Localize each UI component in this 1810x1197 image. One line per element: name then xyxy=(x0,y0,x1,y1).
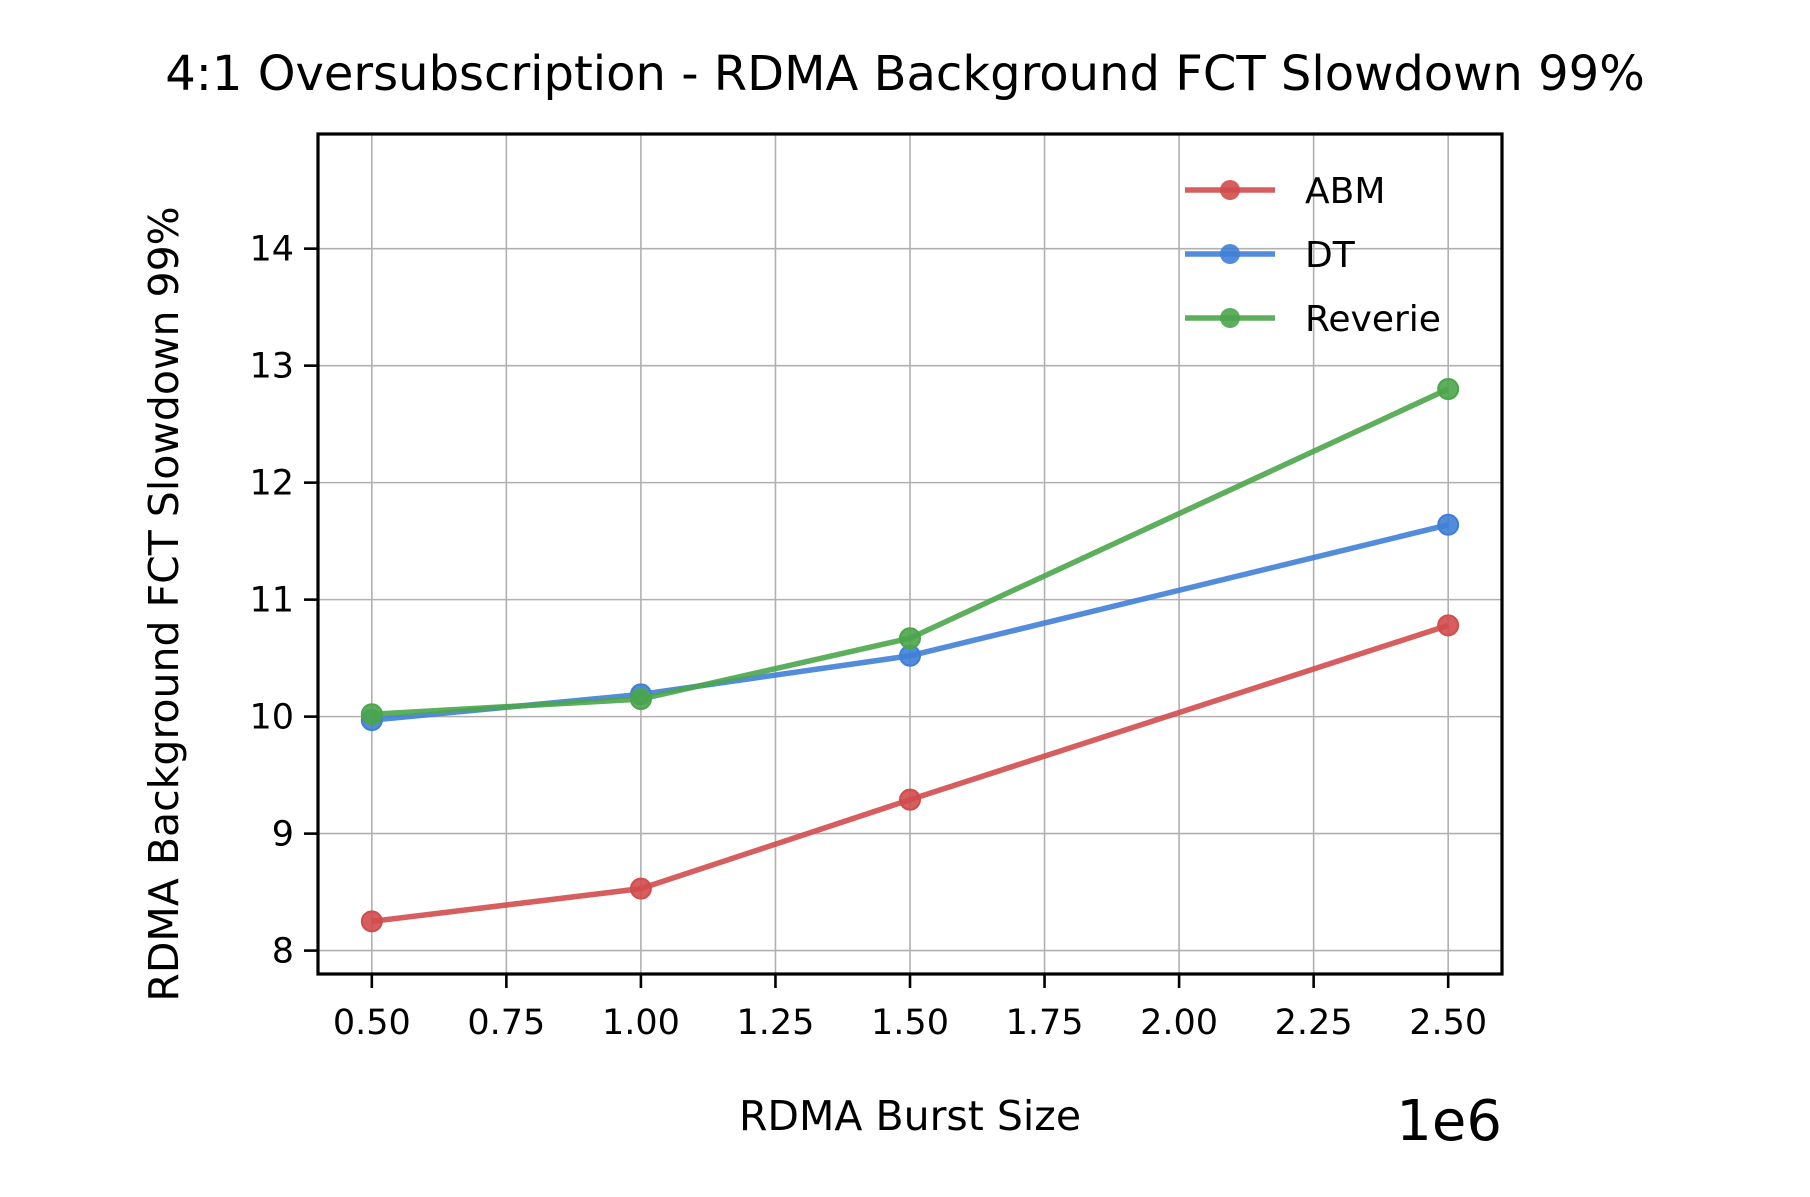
legend-label: Reverie xyxy=(1305,299,1441,340)
legend-item-reverie: Reverie xyxy=(1185,299,1441,340)
data-point xyxy=(629,877,652,900)
legend-label: DT xyxy=(1305,235,1356,276)
legend-label: ABM xyxy=(1305,171,1385,212)
legend-item-dt: DT xyxy=(1185,235,1356,276)
x-tick-label: 0.75 xyxy=(467,1003,545,1043)
legend-swatch-marker xyxy=(1220,308,1240,328)
x-tick-label: 1.00 xyxy=(602,1003,680,1043)
y-axis-label: RDMA Background FCT Slowdown 99% xyxy=(140,206,188,1001)
series-reverie xyxy=(360,378,1460,726)
y-tick-label: 14 xyxy=(249,230,294,270)
x-axis-offset-label: 1e6 xyxy=(1396,1089,1502,1154)
y-tick-label: 13 xyxy=(249,347,294,387)
series-abm xyxy=(360,614,1460,933)
x-tick-label: 2.00 xyxy=(1140,1003,1218,1043)
y-tick-label: 10 xyxy=(249,698,294,738)
x-tick-label: 1.50 xyxy=(871,1003,949,1043)
x-tick-label: 2.25 xyxy=(1275,1003,1353,1043)
data-point xyxy=(899,627,921,650)
x-tick-label: 1.75 xyxy=(1006,1003,1084,1043)
y-tick-label: 9 xyxy=(272,815,294,855)
grid xyxy=(318,134,1502,974)
legend-item-abm: ABM xyxy=(1185,171,1385,212)
y-tick-label: 8 xyxy=(272,932,294,972)
chart-title: 4:1 Oversubscription - RDMA Background F… xyxy=(165,46,1645,102)
series-line xyxy=(371,386,1450,718)
y-tick-label: 12 xyxy=(249,464,294,504)
legend: ABM DT Reverie xyxy=(1185,171,1441,340)
data-point xyxy=(1437,614,1460,637)
series-layer xyxy=(360,378,1460,933)
data-point xyxy=(360,703,383,726)
data-point xyxy=(1437,513,1460,536)
data-point xyxy=(1437,378,1460,401)
x-axis-label: RDMA Burst Size xyxy=(739,1092,1081,1140)
x-tick-label: 2.50 xyxy=(1409,1003,1487,1043)
axis-ticks: 0.50 0.75 1.00 1.25 1.50 1.75 2.00 2.25 2.50 8 9 10… xyxy=(249,230,1487,1043)
x-tick-label: 1.25 xyxy=(736,1003,814,1043)
data-point xyxy=(899,788,921,811)
y-tick-label: 11 xyxy=(249,581,294,621)
x-tick-label: 0.50 xyxy=(333,1003,411,1043)
legend-swatch-marker xyxy=(1220,180,1240,200)
series-line xyxy=(371,622,1450,925)
data-point xyxy=(629,688,652,711)
legend-swatch-marker xyxy=(1220,244,1240,264)
data-point xyxy=(360,910,383,933)
